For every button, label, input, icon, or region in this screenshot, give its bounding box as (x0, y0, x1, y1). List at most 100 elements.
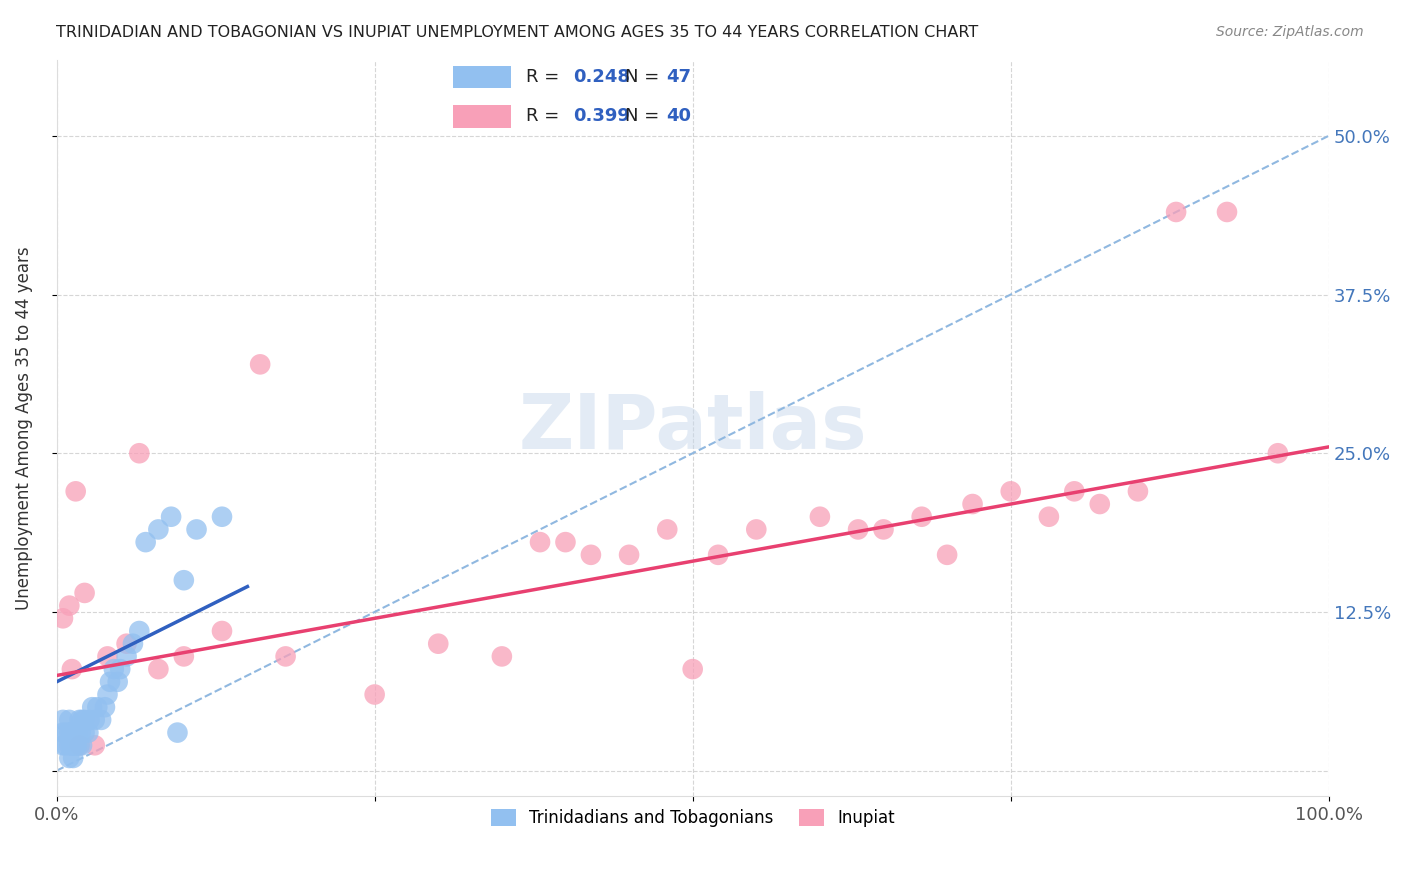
Text: TRINIDADIAN AND TOBAGONIAN VS INUPIAT UNEMPLOYMENT AMONG AGES 35 TO 44 YEARS COR: TRINIDADIAN AND TOBAGONIAN VS INUPIAT UN… (56, 25, 979, 40)
Point (69, 725, 91, 739)
Point (66, 739, 89, 753)
Point (83, 713, 105, 727)
Point (82, 700, 104, 714)
Point (936, 548, 959, 562)
Point (1063, 484, 1085, 499)
Point (166, 725, 188, 739)
Point (58, 713, 80, 727)
Point (110, 662, 132, 676)
Point (148, 662, 170, 676)
Point (846, 523, 869, 537)
Point (128, 624, 150, 638)
Text: R =: R = (526, 107, 565, 126)
Legend: Trinidadians and Tobagonians, Inupiat: Trinidadians and Tobagonians, Inupiat (482, 801, 903, 836)
Text: N =: N = (624, 68, 665, 86)
Point (1126, 484, 1149, 499)
Point (657, 523, 679, 537)
Point (363, 688, 385, 702)
Text: 0.399: 0.399 (574, 107, 630, 126)
FancyBboxPatch shape (453, 65, 510, 88)
Point (62, 739, 84, 753)
Point (427, 637, 450, 651)
Point (1164, 205, 1187, 219)
Text: Source: ZipAtlas.com: Source: ZipAtlas.com (1216, 25, 1364, 39)
Point (70, 739, 93, 753)
Point (745, 523, 768, 537)
Point (107, 674, 129, 689)
Point (62, 751, 84, 765)
Point (122, 637, 145, 651)
Point (98, 674, 121, 689)
Text: 40: 40 (666, 107, 692, 126)
Text: 47: 47 (666, 68, 692, 86)
Point (96, 688, 118, 702)
Point (73, 725, 96, 739)
Point (160, 509, 183, 524)
Point (69, 739, 91, 753)
Point (962, 497, 984, 511)
Point (173, 573, 195, 587)
Y-axis label: Unemployment Among Ages 35 to 44 years: Unemployment Among Ages 35 to 44 years (15, 246, 32, 609)
Point (911, 509, 934, 524)
Point (90, 713, 112, 727)
Text: 0.248: 0.248 (574, 68, 630, 86)
Point (103, 662, 125, 676)
Point (58, 751, 80, 765)
Point (56, 725, 79, 739)
Point (52, 713, 75, 727)
Point (872, 523, 894, 537)
Point (211, 509, 233, 524)
Point (274, 649, 297, 664)
Point (58, 599, 80, 613)
Point (69, 739, 91, 753)
Point (55, 739, 77, 753)
Point (58, 725, 80, 739)
Text: ZIPatlas: ZIPatlas (519, 391, 868, 465)
Point (148, 523, 170, 537)
Point (115, 637, 138, 651)
Point (73, 713, 96, 727)
Point (65, 484, 87, 499)
Point (1216, 205, 1239, 219)
Point (173, 649, 195, 664)
Point (70, 713, 93, 727)
Point (67, 725, 90, 739)
Point (94, 700, 117, 714)
Point (1267, 446, 1289, 460)
Point (808, 509, 831, 524)
Point (1038, 509, 1060, 524)
Point (682, 662, 704, 676)
FancyBboxPatch shape (453, 105, 510, 128)
Point (128, 446, 150, 460)
Point (1088, 497, 1111, 511)
Point (491, 649, 513, 664)
Point (52, 611, 75, 625)
Text: R =: R = (526, 68, 565, 86)
Point (529, 535, 551, 549)
Point (554, 535, 576, 549)
Text: N =: N = (624, 107, 665, 126)
Point (69, 713, 91, 727)
Point (65, 725, 87, 739)
Point (617, 548, 640, 562)
Point (707, 548, 730, 562)
Point (52, 739, 75, 753)
Point (1000, 484, 1022, 499)
Point (249, 357, 271, 371)
Point (186, 523, 208, 537)
Point (60, 739, 83, 753)
Point (79, 713, 101, 727)
Point (52, 725, 75, 739)
Point (60, 725, 83, 739)
Point (86, 700, 108, 714)
Point (63, 725, 86, 739)
Point (65, 739, 87, 753)
Point (579, 548, 602, 562)
Point (115, 649, 138, 664)
Point (58, 739, 80, 753)
Point (135, 535, 157, 549)
Point (73, 586, 96, 600)
Point (211, 624, 233, 638)
Point (60, 662, 83, 676)
Point (83, 739, 105, 753)
